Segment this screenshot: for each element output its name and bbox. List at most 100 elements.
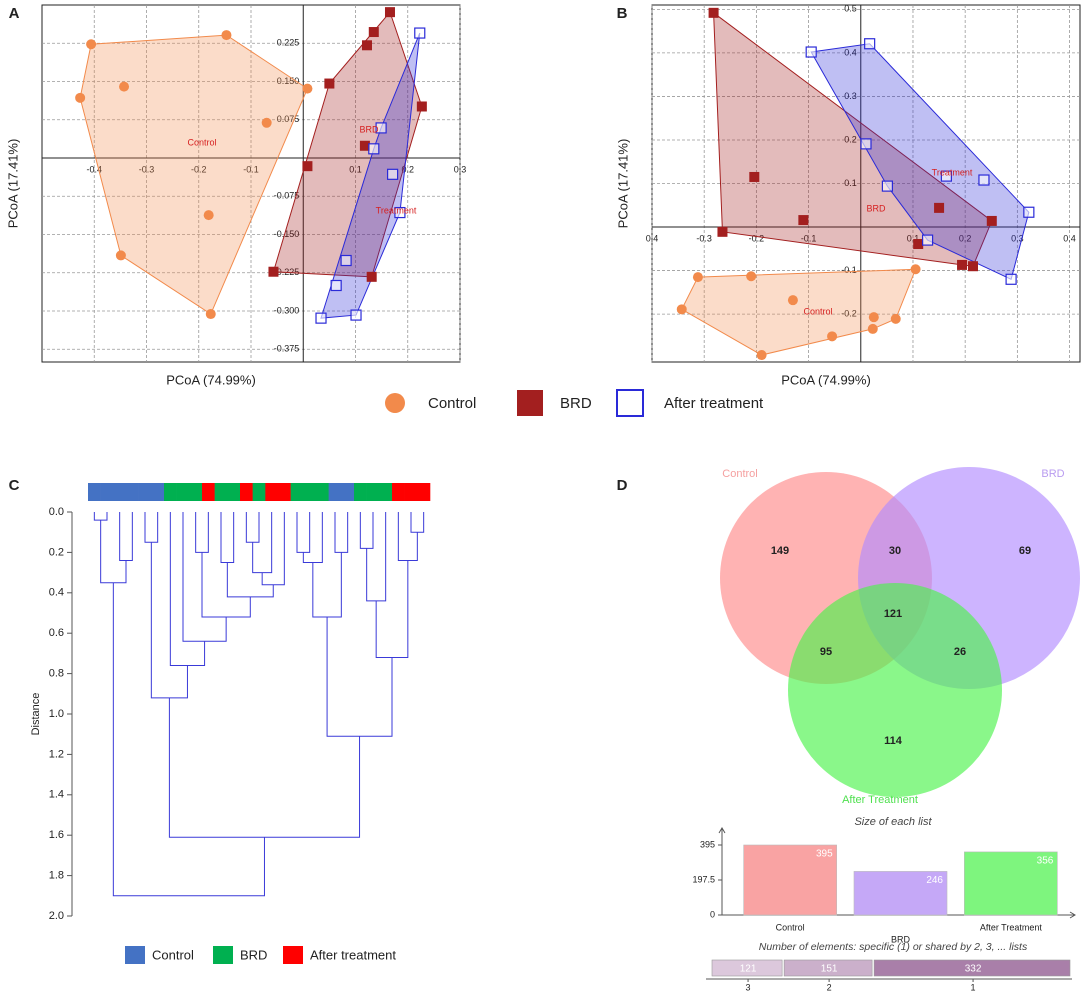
y-axis bbox=[718, 827, 726, 915]
y-tick-label: 1.4 bbox=[49, 789, 64, 801]
legend-label: Control bbox=[152, 947, 194, 962]
legend-marker bbox=[385, 393, 405, 413]
group-bar bbox=[316, 483, 329, 501]
point bbox=[302, 161, 313, 172]
value-label: 151 bbox=[821, 964, 838, 975]
region-count: 114 bbox=[884, 735, 903, 747]
x-tick-label: -0.3 bbox=[139, 164, 155, 174]
y-tick-label: -0.375 bbox=[274, 344, 300, 354]
venn-set bbox=[788, 583, 1002, 797]
group-bar bbox=[189, 483, 203, 501]
group-bar bbox=[138, 483, 152, 501]
x-tick-label: -0.1 bbox=[801, 233, 817, 243]
point bbox=[414, 27, 426, 39]
group-bar bbox=[252, 483, 266, 501]
y-tick-label: 0.075 bbox=[277, 114, 300, 124]
point bbox=[890, 313, 901, 324]
link bbox=[296, 512, 311, 553]
link bbox=[119, 512, 133, 561]
y-tick-label: 1.8 bbox=[49, 870, 64, 882]
point bbox=[361, 40, 372, 51]
region-count: 149 bbox=[771, 545, 789, 557]
point bbox=[676, 304, 687, 315]
link bbox=[302, 512, 323, 563]
y-tick-label: 1.0 bbox=[49, 708, 64, 720]
point bbox=[416, 101, 427, 112]
annotation: BRD bbox=[359, 124, 379, 134]
legend-swatch bbox=[283, 946, 303, 964]
link bbox=[112, 582, 265, 897]
x-tick-label: -0.4 bbox=[86, 164, 102, 174]
bar bbox=[964, 851, 1058, 916]
y-axis-label: PCoA (17.41%) bbox=[5, 139, 20, 229]
legend-label: BRD bbox=[560, 395, 592, 412]
value-label: 332 bbox=[965, 964, 982, 975]
point bbox=[692, 272, 703, 283]
x-tick-label: After Treatment bbox=[980, 922, 1043, 932]
point bbox=[261, 117, 272, 128]
y-tick-label: 395 bbox=[700, 839, 715, 849]
x-tick-label: -0.3 bbox=[696, 233, 712, 243]
link bbox=[410, 512, 425, 533]
x-tick-label: 2 bbox=[827, 982, 832, 992]
value-label: 121 bbox=[740, 964, 757, 975]
set-label: After Treatment bbox=[842, 794, 918, 806]
y-tick-label: -0.150 bbox=[274, 229, 300, 239]
set-label: BRD bbox=[1041, 468, 1064, 480]
group-bar bbox=[354, 483, 367, 501]
point bbox=[315, 312, 327, 324]
x-tick-label: BRD bbox=[891, 934, 911, 944]
x-tick-label: 0.2 bbox=[401, 164, 414, 174]
point bbox=[394, 206, 406, 219]
point bbox=[860, 138, 872, 150]
y-tick-label: 0.4 bbox=[49, 587, 64, 599]
y-tick-label: 0.4 bbox=[844, 47, 857, 57]
hull bbox=[713, 11, 993, 267]
point bbox=[934, 202, 945, 213]
group-bar bbox=[290, 483, 304, 501]
point bbox=[910, 264, 921, 275]
x-tick-label: -0.2 bbox=[191, 164, 207, 174]
link bbox=[168, 697, 361, 838]
y-tick-label: -0.2 bbox=[841, 308, 857, 318]
y-axis-label: Distance bbox=[30, 693, 42, 736]
x-tick-label: 0.3 bbox=[454, 164, 467, 174]
point bbox=[386, 168, 399, 180]
point bbox=[368, 27, 379, 38]
group-bar bbox=[126, 483, 139, 501]
region-count: 69 bbox=[1019, 545, 1031, 557]
group-bar bbox=[88, 483, 101, 501]
y-tick-label: 0.5 bbox=[844, 4, 857, 14]
group-bar bbox=[341, 483, 355, 501]
link bbox=[144, 512, 159, 543]
y-tick-label: 0.1 bbox=[844, 178, 857, 188]
group-bar bbox=[303, 483, 317, 501]
group-bar bbox=[417, 483, 431, 501]
x-tick-label: 0.4 bbox=[1063, 233, 1076, 243]
point bbox=[749, 171, 760, 182]
segment bbox=[711, 959, 783, 977]
x-tick-label: Control bbox=[776, 922, 805, 932]
group-bar bbox=[227, 483, 241, 501]
link bbox=[375, 560, 409, 658]
region-count: 26 bbox=[954, 646, 966, 658]
chart-title: Size of each list bbox=[854, 816, 932, 828]
y-tick-label: 1.6 bbox=[49, 829, 64, 841]
point bbox=[359, 140, 370, 151]
point bbox=[881, 180, 894, 192]
group-bar bbox=[265, 483, 279, 501]
group-bar bbox=[214, 483, 228, 501]
point bbox=[798, 215, 809, 226]
group-bar bbox=[151, 483, 165, 501]
point bbox=[805, 46, 817, 58]
chart-title: Number of elements: specific (1) or shar… bbox=[759, 941, 1028, 953]
point bbox=[1023, 206, 1035, 218]
y-tick-label: 197.5 bbox=[692, 874, 715, 884]
region-count: 121 bbox=[884, 608, 902, 620]
annotation: Control bbox=[803, 306, 832, 316]
link bbox=[220, 512, 235, 563]
point bbox=[968, 261, 978, 272]
point bbox=[868, 312, 879, 323]
value-label: 356 bbox=[1037, 856, 1054, 867]
point bbox=[115, 250, 126, 261]
